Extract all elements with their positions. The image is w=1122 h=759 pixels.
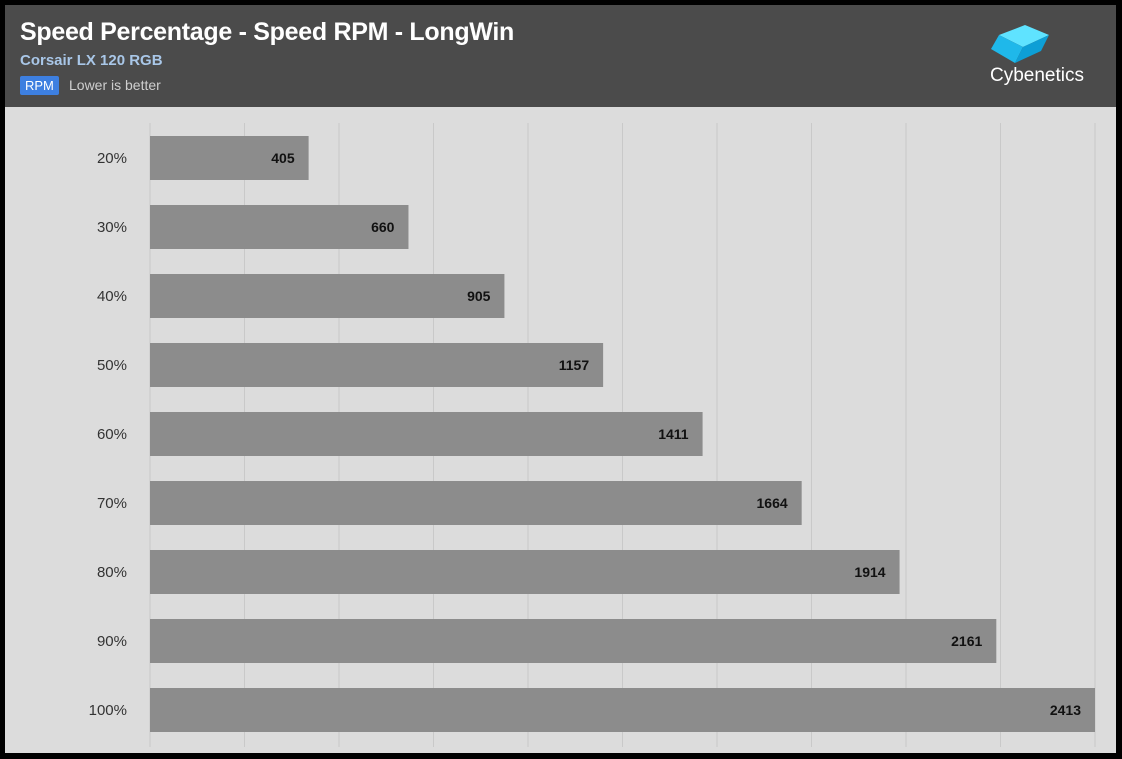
cybenetics-logo: Cybenetics — [985, 21, 1095, 91]
bar-value-label: 905 — [467, 288, 491, 304]
bar — [150, 550, 900, 594]
bar-group: 1664 70% — [97, 481, 802, 525]
category-label: 40% — [97, 288, 127, 305]
chart-header: Speed Percentage - Speed RPM - LongWin C… — [5, 5, 1116, 107]
logo-text: Cybenetics — [990, 65, 1084, 86]
lower-is-better-note: Lower is better — [69, 77, 161, 93]
bar-value-label: 2413 — [1050, 702, 1081, 718]
bar-group: 1411 60% — [97, 412, 703, 456]
bar-group: 1157 50% — [97, 343, 604, 387]
bar-value-label: 1157 — [559, 357, 590, 373]
bar — [150, 688, 1095, 732]
bar-value-label: 1411 — [658, 426, 689, 442]
bar-value-label: 1664 — [757, 495, 788, 511]
category-label: 90% — [97, 633, 127, 650]
bar-value-label: 660 — [371, 219, 395, 235]
cube-logo-icon — [991, 25, 1049, 63]
bar-group: 905 40% — [97, 274, 505, 318]
bar — [150, 205, 409, 249]
bar — [150, 412, 703, 456]
chart-title: Speed Percentage - Speed RPM - LongWin — [20, 18, 514, 46]
category-label: 30% — [97, 219, 127, 236]
category-label: 100% — [89, 702, 127, 719]
chart-subtitle: Corsair LX 120 RGB — [20, 52, 163, 69]
bar — [150, 274, 505, 318]
category-label: 80% — [97, 564, 127, 581]
category-label: 20% — [97, 150, 127, 167]
category-label: 60% — [97, 426, 127, 443]
bar-group: 1914 80% — [97, 550, 900, 594]
chart-frame: Speed Percentage - Speed RPM - LongWin C… — [5, 5, 1116, 753]
bar — [150, 136, 309, 180]
bar-value-label: 1914 — [854, 564, 885, 580]
bar-group: 660 30% — [97, 205, 409, 249]
bar-group: 405 20% — [97, 136, 309, 180]
bar-group: 2161 90% — [97, 619, 997, 663]
category-label: 50% — [97, 357, 127, 374]
bar-value-label: 405 — [271, 150, 295, 166]
unit-badge: RPM — [20, 76, 59, 95]
bar — [150, 481, 802, 525]
bar-group: 2413 100% — [89, 688, 1095, 732]
category-label: 70% — [97, 495, 127, 512]
bar-chart: 40520%66030%90540%115750%141160%166470%1… — [89, 123, 1096, 747]
bar — [150, 343, 604, 387]
bar — [150, 619, 997, 663]
bar-value-label: 2161 — [951, 633, 982, 649]
